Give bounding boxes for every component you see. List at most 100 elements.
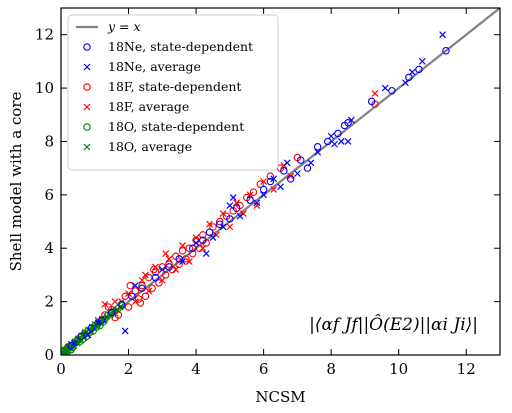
data-point-series-1-3 xyxy=(121,327,129,335)
data-point-series-0-15 xyxy=(226,215,234,223)
data-point-series-2-47 xyxy=(150,265,158,274)
data-point-series-0-12 xyxy=(199,236,207,244)
data-point-series-0-6 xyxy=(128,292,136,301)
axis-ticks: 0 2 4 6 8 10 12 0 2 4 6 8 10 12 xyxy=(35,8,500,378)
data-point-series-1-2 xyxy=(94,319,102,327)
data-point-series-1-24 xyxy=(337,138,345,145)
data-point-series-0-26 xyxy=(334,129,342,138)
data-point-series-1-10 xyxy=(219,223,227,231)
data-point-series-4-32 xyxy=(64,347,72,355)
data-point-series-3-22 xyxy=(233,199,241,207)
data-point-series-0-24 xyxy=(313,143,322,151)
y-tick-label-0: 0 xyxy=(44,346,54,364)
data-point-series-1-16 xyxy=(270,175,278,183)
data-point-series-0-3 xyxy=(97,316,106,325)
data-point-series-2-26 xyxy=(188,249,197,258)
data-point-series-3-27 xyxy=(270,186,278,193)
data-point-series-1-1 xyxy=(84,331,92,339)
data-point-series-0-11 xyxy=(188,244,197,252)
plot-area xyxy=(61,8,500,355)
legend-swatch-2 xyxy=(83,83,91,91)
data-point-series-2-45 xyxy=(126,281,134,290)
data-point-series-2-31 xyxy=(209,223,217,231)
data-point-series-4-33 xyxy=(67,345,75,354)
data-point-series-1-13 xyxy=(236,212,244,220)
data-point-series-0-2 xyxy=(87,324,96,333)
data-point-series-3-12 xyxy=(165,255,173,263)
data-point-series-1-0 xyxy=(71,339,78,347)
data-point-series-0-18 xyxy=(259,185,268,194)
legend-swatch-3 xyxy=(83,103,91,111)
data-point-series-0-32 xyxy=(415,65,423,74)
legend-box xyxy=(67,14,279,171)
data-point-series-2-22 xyxy=(175,260,183,268)
data-point-series-1-19 xyxy=(293,170,301,177)
data-point-series-2-29 xyxy=(199,231,207,239)
data-point-series-0-13 xyxy=(205,228,214,236)
legend-label-0: 18Ne, state-dependent xyxy=(108,39,253,54)
data-point-series-2-43 xyxy=(104,303,113,311)
data-point-series-2-37 xyxy=(249,188,258,196)
data-point-series-0-28 xyxy=(344,119,352,127)
data-point-series-3-6 xyxy=(125,290,132,298)
data-point-series-2-46 xyxy=(136,299,145,307)
data-point-series-0-25 xyxy=(324,137,332,146)
data-point-series-3-20 xyxy=(219,210,227,217)
data-point-series-0-7 xyxy=(138,284,146,293)
x-tick-label-4: 4 xyxy=(191,360,201,378)
y-axis-label: Shell model with a core xyxy=(7,92,25,272)
legend-label-reference: y = x xyxy=(107,19,141,34)
data-point-series-0-31 xyxy=(405,73,413,82)
data-point-series-1-27 xyxy=(381,84,389,92)
data-point-series-0-10 xyxy=(175,255,183,263)
data-point-series-0-1 xyxy=(77,332,86,341)
data-point-series-3-26 xyxy=(260,178,268,185)
data-point-series-1-23 xyxy=(331,140,338,148)
data-point-series-3-30 xyxy=(371,89,379,97)
data-point-series-0-17 xyxy=(246,196,254,204)
data-point-series-1-25 xyxy=(344,138,352,145)
data-point-series-0-20 xyxy=(280,167,288,175)
data-point-series-0-22 xyxy=(297,156,305,164)
data-point-series-1-18 xyxy=(283,159,291,167)
y-tick-label-4: 4 xyxy=(44,239,54,257)
data-point-series-0-33 xyxy=(442,46,450,55)
legend-label-1: 18Ne, average xyxy=(108,59,201,74)
plot-frame xyxy=(60,7,501,356)
data-point-series-2-32 xyxy=(215,217,224,226)
y-tick-label-6: 6 xyxy=(44,186,54,204)
reference-line-y-equals-x xyxy=(61,8,500,355)
data-point-series-3-14 xyxy=(179,242,186,249)
data-point-series-3-18 xyxy=(206,220,214,228)
data-point-series-0-19 xyxy=(266,177,275,186)
legend-swatch-5 xyxy=(83,143,91,151)
data-point-series-0-0 xyxy=(67,341,75,350)
data-point-series-2-19 xyxy=(165,260,173,268)
data-point-series-0-5 xyxy=(118,300,126,309)
legend-swatch-4 xyxy=(83,123,91,131)
data-point-series-2-11 xyxy=(138,281,146,290)
data-point-series-3-15 xyxy=(185,258,193,266)
data-point-series-3-3 xyxy=(101,300,109,308)
data-point-series-3-4 xyxy=(111,298,119,306)
data-point-series-0-23 xyxy=(303,164,312,172)
x-tick-label-12: 12 xyxy=(457,360,476,378)
data-point-series-3-21 xyxy=(226,223,234,231)
data-point-series-2-39 xyxy=(266,172,275,180)
x-axis-label: NCSM xyxy=(255,388,305,406)
data-point-series-1-21 xyxy=(314,148,322,156)
data-point-series-1-6 xyxy=(179,258,186,266)
data-point-series-1-30 xyxy=(418,57,426,65)
data-point-series-0-29 xyxy=(367,97,376,106)
data-point-series-3-31 xyxy=(141,271,149,279)
data-point-series-0-21 xyxy=(286,175,295,183)
data-point-series-3-24 xyxy=(246,191,254,199)
data-point-series-3-25 xyxy=(253,202,261,209)
data-point-series-2-18 xyxy=(161,271,170,279)
y-tick-label-10: 10 xyxy=(35,79,54,97)
legend-swatch-0 xyxy=(83,43,91,51)
legend-label-2: 18F, state-dependent xyxy=(108,79,241,94)
data-point-series-1-17 xyxy=(277,183,284,191)
data-point-series-2-9 xyxy=(131,287,140,295)
